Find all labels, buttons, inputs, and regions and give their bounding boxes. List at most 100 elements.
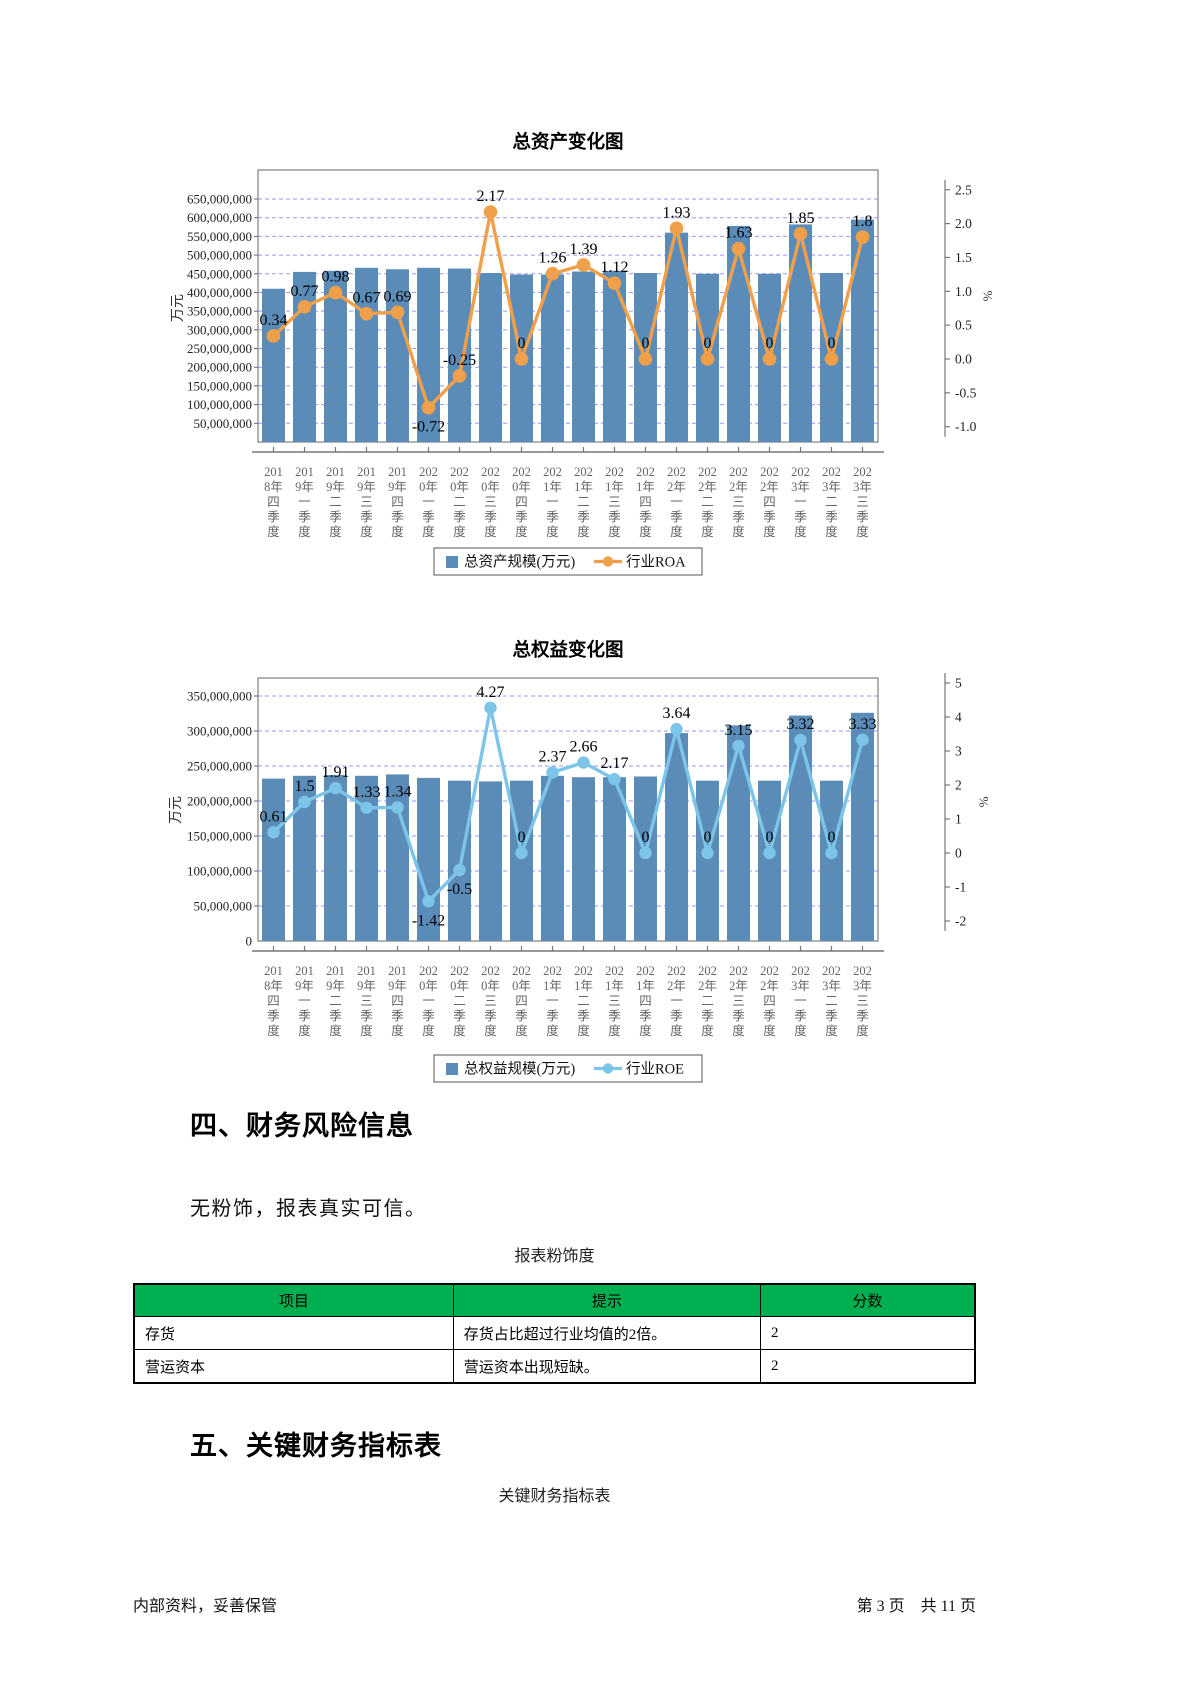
svg-text:四: 四: [391, 994, 404, 1008]
svg-text:9年: 9年: [357, 979, 376, 993]
table-cell: 存货: [133, 1316, 454, 1350]
svg-text:季: 季: [825, 1009, 838, 1023]
svg-text:201: 201: [264, 465, 283, 479]
svg-text:季: 季: [732, 510, 745, 524]
chart-title: 总资产变化图: [512, 131, 623, 153]
svg-text:9年: 9年: [388, 979, 407, 993]
svg-text:1年: 1年: [605, 480, 624, 494]
data-point: [546, 766, 559, 779]
svg-text:202: 202: [512, 964, 531, 978]
bar: [262, 778, 285, 941]
svg-text:202: 202: [667, 964, 686, 978]
svg-text:202: 202: [419, 465, 438, 479]
svg-text:202: 202: [822, 465, 841, 479]
svg-text:季: 季: [453, 1009, 466, 1023]
svg-text:202: 202: [605, 465, 624, 479]
data-point: [391, 801, 404, 814]
svg-text:度: 度: [794, 524, 807, 539]
svg-text:季: 季: [670, 510, 683, 524]
svg-text:度: 度: [515, 524, 528, 539]
svg-text:201: 201: [357, 465, 376, 479]
svg-text:季: 季: [794, 1009, 807, 1023]
section-4-heading: 四、财务风险信息: [190, 1111, 414, 1141]
svg-text:202: 202: [791, 465, 810, 479]
data-point: [577, 756, 590, 769]
legend-bar-swatch: [446, 556, 458, 568]
data-point: [422, 895, 435, 908]
data-point: [825, 846, 838, 860]
svg-text:201: 201: [357, 964, 376, 978]
data-point-label: 0: [766, 335, 774, 352]
x-axis-labels: 2018年四季度2019年一季度2019年二季度2019年三季度2019年四季度…: [264, 465, 872, 539]
svg-text:350,000,000: 350,000,000: [187, 304, 252, 319]
svg-text:202: 202: [574, 964, 593, 978]
svg-text:二: 二: [577, 495, 590, 509]
svg-text:季: 季: [701, 1009, 714, 1023]
data-point: [329, 781, 342, 795]
svg-text:300,000,000: 300,000,000: [187, 322, 252, 337]
svg-text:2年: 2年: [698, 979, 717, 993]
svg-text:度: 度: [856, 1023, 869, 1038]
svg-text:2年: 2年: [760, 979, 779, 993]
bar: [820, 780, 843, 941]
data-point-label: 1.93: [663, 204, 691, 221]
svg-text:二: 二: [825, 495, 838, 509]
svg-text:300,000,000: 300,000,000: [187, 724, 252, 739]
svg-text:季: 季: [670, 1009, 683, 1023]
svg-text:9年: 9年: [295, 979, 314, 993]
svg-text:度: 度: [608, 1023, 621, 1038]
data-point-label: 1.33: [353, 784, 381, 801]
svg-text:度: 度: [670, 524, 683, 539]
right-axis-unit-label: %: [976, 796, 991, 807]
svg-text:一: 一: [670, 495, 683, 509]
svg-text:3: 3: [955, 744, 962, 759]
bar: [851, 712, 874, 941]
svg-text:季: 季: [298, 1009, 311, 1023]
data-point-label: -0.5: [447, 881, 472, 898]
bar-series: [262, 219, 874, 442]
svg-text:季: 季: [422, 1009, 435, 1023]
svg-text:9年: 9年: [326, 979, 345, 993]
svg-text:三: 三: [732, 495, 745, 509]
kpi-table-caption: 关键财务指标表: [498, 1488, 611, 1505]
col-header-hint: 提示: [452, 1283, 762, 1317]
data-point-label: 0: [704, 335, 712, 352]
risk-table-caption: 报表粉饰度: [514, 1248, 595, 1265]
data-point-label: 1.39: [570, 241, 598, 258]
data-point-label: 4.27: [477, 684, 505, 701]
svg-text:度: 度: [329, 1023, 342, 1038]
svg-text:0年: 0年: [481, 480, 500, 494]
right-axis: 5 4 3 2 1 0 -1 -2: [944, 673, 966, 931]
svg-text:1: 1: [955, 812, 962, 827]
total-equity-chart: 总权益变化图 350,000,000 300,000,000 250,000,000 2…: [120, 630, 1040, 1105]
data-point: [453, 863, 466, 877]
svg-text:9年: 9年: [357, 480, 376, 494]
legend: 总权益规模(万元) 行业ROE: [433, 1054, 703, 1083]
svg-text:度: 度: [453, 524, 466, 539]
svg-text:季: 季: [422, 510, 435, 524]
data-point-label: 0: [518, 335, 526, 352]
svg-text:度: 度: [391, 524, 404, 539]
data-point-label: 2.17: [601, 755, 629, 772]
bar: [727, 225, 750, 442]
svg-text:季: 季: [391, 510, 404, 524]
svg-text:四: 四: [763, 495, 776, 509]
svg-text:1年: 1年: [543, 480, 562, 494]
data-point: [452, 369, 467, 383]
x-axis: [252, 447, 884, 453]
svg-text:度: 度: [732, 524, 745, 539]
svg-text:2年: 2年: [667, 480, 686, 494]
data-point: [267, 826, 280, 839]
svg-text:一: 一: [670, 994, 683, 1008]
bar: [355, 775, 378, 941]
svg-text:2.5: 2.5: [955, 182, 972, 197]
svg-text:200,000,000: 200,000,000: [187, 360, 252, 375]
svg-text:0年: 0年: [419, 480, 438, 494]
svg-text:三: 三: [484, 495, 497, 509]
svg-text:度: 度: [267, 524, 280, 539]
svg-text:四: 四: [515, 994, 528, 1008]
data-point: [824, 352, 839, 366]
data-point-label: -1.42: [412, 912, 445, 929]
svg-text:550,000,000: 550,000,000: [187, 229, 252, 244]
total-assets-chart-svg: 总资产变化图 650,000,000 600,000,000 550,000,000 5…: [171, 131, 995, 576]
